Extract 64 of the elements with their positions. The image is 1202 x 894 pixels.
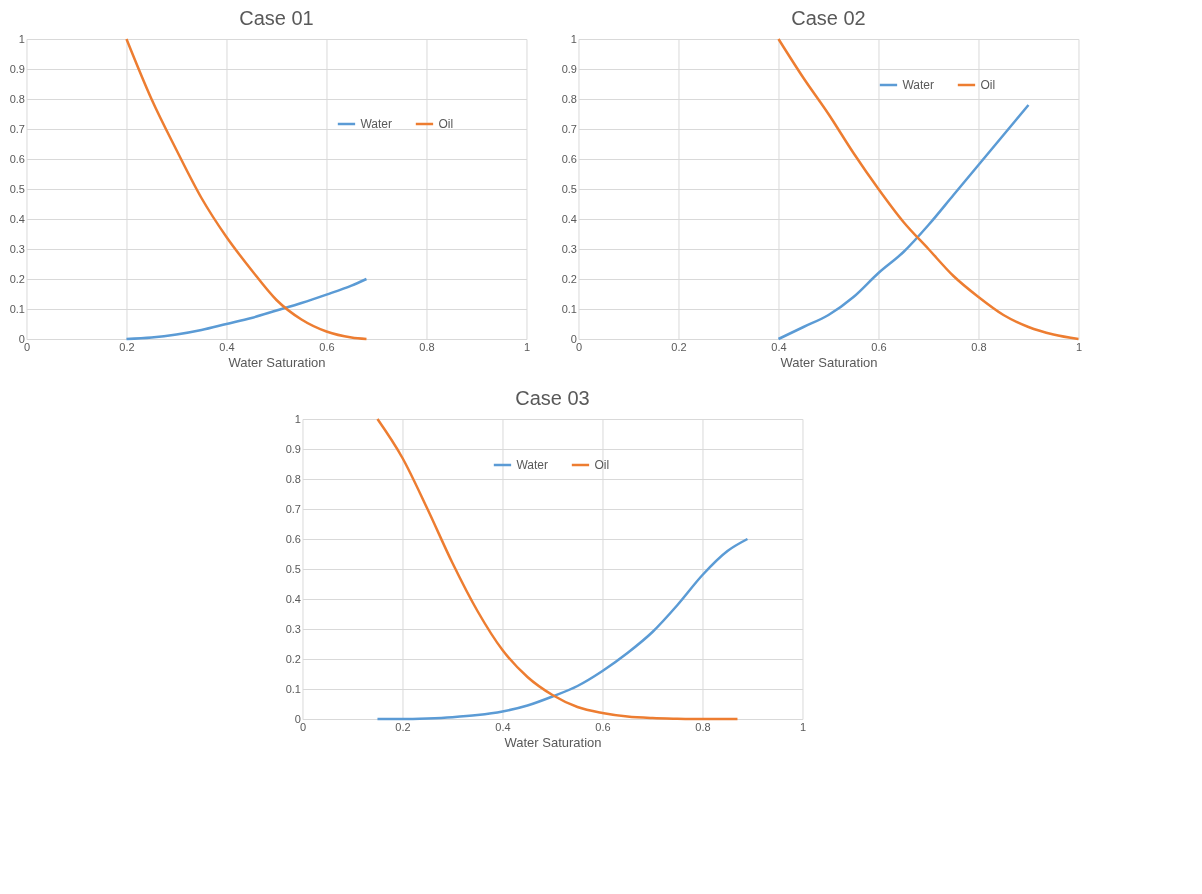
y-tick-label: 0.4 — [9, 212, 25, 225]
y-tick-label: 0.9 — [285, 442, 301, 455]
x-tick-label: 1 — [1075, 340, 1083, 353]
y-tick-label: 0.1 — [285, 682, 301, 695]
legend-label: Water — [902, 78, 935, 92]
x-tick-label: 0.2 — [671, 340, 687, 353]
y-tick-label: 0.8 — [9, 92, 25, 105]
x-tick-label: 0.8 — [971, 340, 987, 353]
y-tick-label: 1 — [570, 32, 577, 45]
legend-label: Water — [360, 117, 393, 131]
x-tick-label: 1 — [799, 720, 807, 733]
y-tick-label: 0.8 — [285, 472, 301, 485]
y-tick-label: 0.8 — [561, 92, 577, 105]
y-tick-label: 0.3 — [9, 242, 25, 255]
x-axis-title: Water Saturation — [228, 354, 326, 370]
y-tick-label: 0.3 — [561, 242, 577, 255]
x-tick-label: 0.6 — [319, 340, 335, 353]
y-tick-label: 0.6 — [285, 532, 301, 545]
y-tick-label: 0.9 — [561, 62, 577, 75]
y-tick-label: 0.6 — [9, 152, 25, 165]
y-tick-label: 0.9 — [9, 62, 25, 75]
y-tick-label: 0 — [18, 332, 25, 345]
x-tick-label: 0.4 — [495, 720, 511, 733]
y-tick-label: 0 — [570, 332, 577, 345]
y-tick-label: 0.4 — [285, 592, 301, 605]
chart-title: Case 02 — [791, 7, 866, 29]
x-tick-label: 0.6 — [595, 720, 611, 733]
y-tick-label: 0.6 — [561, 152, 577, 165]
line-series — [376, 537, 749, 721]
y-tick-label: 0.4 — [561, 212, 577, 225]
line-series — [125, 277, 368, 341]
x-tick-label: 0.6 — [871, 340, 887, 353]
x-tick-label: 0.4 — [219, 340, 235, 353]
legend-label: Water — [516, 458, 549, 472]
y-tick-label: 0.2 — [561, 272, 577, 285]
x-tick-label: 0.8 — [419, 340, 435, 353]
x-axis-title: Water Saturation — [780, 354, 878, 370]
y-tick-label: 0.7 — [561, 122, 577, 135]
y-tick-label: 0.5 — [9, 182, 25, 195]
x-tick-label: 0.8 — [695, 720, 711, 733]
legend-label: Oil — [438, 117, 454, 131]
y-tick-label: 0.5 — [285, 562, 301, 575]
x-tick-label: 0.4 — [771, 340, 787, 353]
legend-label: Oil — [594, 458, 610, 472]
y-tick-label: 0.7 — [9, 122, 25, 135]
y-tick-label: 0 — [294, 712, 301, 725]
y-tick-label: 0.5 — [561, 182, 577, 195]
y-tick-label: 0.1 — [9, 302, 25, 315]
line-series — [376, 417, 739, 721]
x-tick-label: 0.2 — [395, 720, 411, 733]
y-tick-label: 1 — [18, 32, 25, 45]
legend-label: Oil — [980, 78, 996, 92]
y-tick-label: 0.2 — [285, 652, 301, 665]
line-series — [777, 103, 1030, 341]
y-tick-label: 0.1 — [561, 302, 577, 315]
x-axis-title: Water Saturation — [504, 734, 602, 750]
y-tick-label: 0.3 — [285, 622, 301, 635]
chart-title: Case 01 — [239, 7, 314, 29]
x-tick-label: 1 — [523, 340, 531, 353]
y-tick-label: 0.2 — [9, 272, 25, 285]
x-tick-label: 0.2 — [119, 340, 135, 353]
chart-title: Case 03 — [515, 387, 590, 409]
y-tick-label: 1 — [294, 412, 301, 425]
y-tick-label: 0.7 — [285, 502, 301, 515]
